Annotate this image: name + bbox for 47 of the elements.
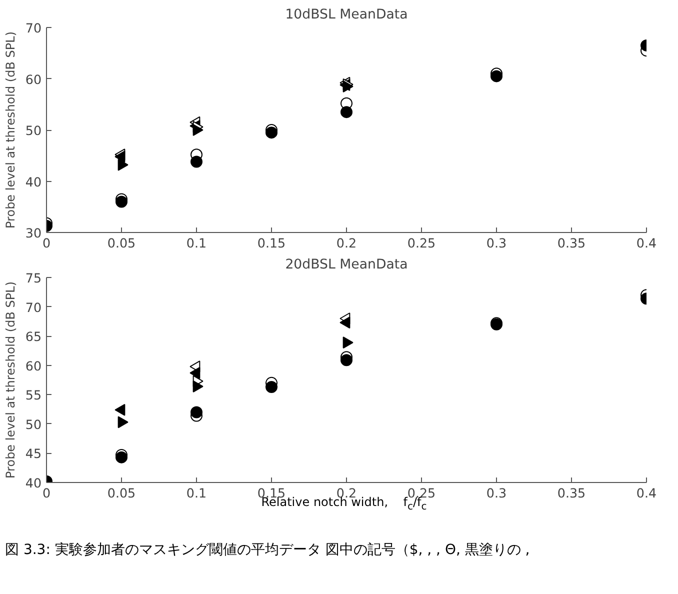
x-tick-label: 0.05 <box>107 486 136 500</box>
point <box>190 156 202 168</box>
y-tick-label: 55 <box>25 388 42 403</box>
x-tick-label: 0.3 <box>486 486 507 500</box>
y-tick-label: 70 <box>25 300 42 315</box>
x-tick-label: 0.4 <box>636 486 657 500</box>
chart-title: 20dBSL MeanData <box>285 258 408 272</box>
point <box>490 70 502 82</box>
point <box>266 381 278 394</box>
y-tick-label: 65 <box>25 329 42 344</box>
y-tick-label: 30 <box>25 226 42 240</box>
x-tick-label: 0.1 <box>186 486 207 500</box>
y-axis-title: Probe level at threshold (dB SPL) <box>3 282 18 478</box>
y-tick-label: 70 <box>25 20 42 36</box>
point <box>340 354 352 366</box>
point <box>190 406 202 418</box>
y-tick-label: 75 <box>25 270 42 286</box>
y-tick-label: 50 <box>25 416 42 432</box>
y-tick-label: 40 <box>25 476 42 490</box>
x-tick-label: 0.3 <box>486 236 507 250</box>
y-tick-label: 45 <box>25 446 42 462</box>
y-tick-label: 60 <box>25 358 42 374</box>
x-tick-label: 0 <box>42 486 51 500</box>
x-tick-label: 0.35 <box>557 486 586 500</box>
x-tick-label: 0.1 <box>186 236 207 250</box>
y-tick-label: 60 <box>25 72 42 87</box>
x-tick-label: 0.4 <box>636 236 657 250</box>
x-tick-label: 0.2 <box>336 236 357 250</box>
point <box>118 158 128 171</box>
x-tick-label: 0 <box>42 236 51 250</box>
chart-title: 10dBSL MeanData <box>285 8 408 22</box>
point <box>192 380 204 392</box>
x-tick-label: 0.05 <box>107 236 136 250</box>
y-tick-label: 50 <box>25 123 42 138</box>
point <box>340 106 352 118</box>
point <box>340 316 350 329</box>
x-tick-label: 0.15 <box>257 236 286 250</box>
x-tick-label: 0.35 <box>557 236 586 250</box>
x-tick-label: 0.25 <box>407 236 436 250</box>
y-axis-title: Probe level at threshold (dB SPL) <box>3 32 18 228</box>
caption: 図 3.3: 実験参加者のマスキング閾値の平均データ 図中の記号（$, , , Θ, 黒塗りの , <box>5 541 530 560</box>
point <box>192 124 204 136</box>
y-tick-label: 40 <box>25 174 42 190</box>
point <box>116 196 128 208</box>
point <box>116 451 128 464</box>
point <box>118 416 128 428</box>
point <box>266 126 278 139</box>
